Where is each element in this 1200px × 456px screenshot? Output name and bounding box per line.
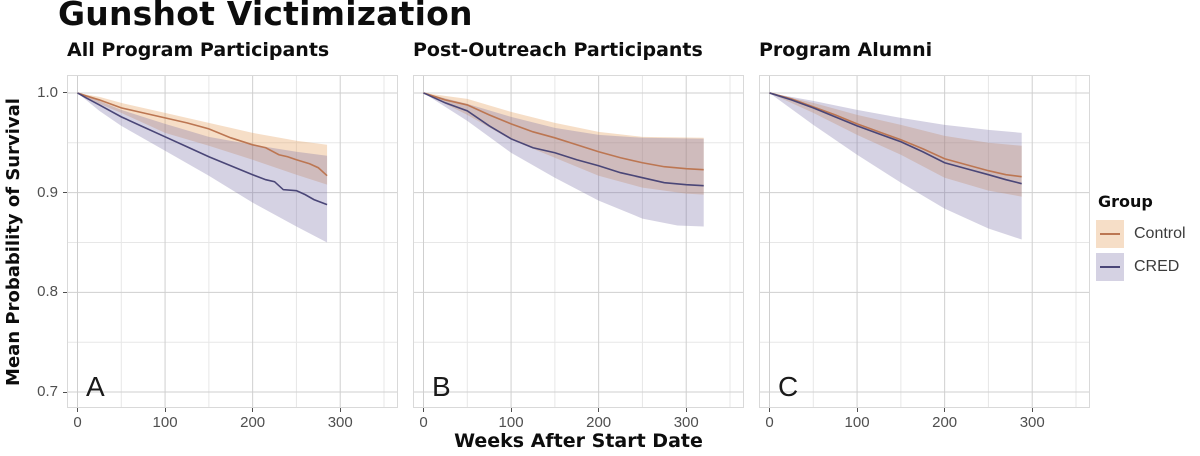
y-tick-mark xyxy=(63,391,67,393)
x-tick-mark xyxy=(423,408,424,412)
y-tick-label: 0.9 xyxy=(37,183,58,201)
x-tick-mark xyxy=(944,408,946,412)
control-swatch xyxy=(1096,220,1124,248)
x-tick-mark xyxy=(252,408,254,412)
x-tick-mark xyxy=(856,408,858,412)
control-key-line xyxy=(1100,233,1120,235)
legend: Group Control CRED xyxy=(1096,192,1186,286)
cred-key-line xyxy=(1100,266,1120,268)
facet-panel-a: A xyxy=(67,75,398,408)
x-tick-mark xyxy=(164,408,166,412)
legend-row-cred: CRED xyxy=(1096,253,1186,281)
x-tick-mark xyxy=(685,408,687,412)
x-tick-label: 200 xyxy=(240,414,266,431)
facet-title-program-alumni: Program Alumni xyxy=(759,39,933,61)
legend-title: Group xyxy=(1098,192,1153,211)
cred-survival-line xyxy=(423,92,704,187)
x-tick-label: 300 xyxy=(327,414,353,431)
x-tick-label: 300 xyxy=(673,414,699,431)
x-tick-label: 100 xyxy=(498,414,524,431)
x-tick-mark xyxy=(769,408,770,412)
cred-swatch xyxy=(1096,253,1124,281)
x-tick-label: 300 xyxy=(1019,414,1045,431)
x-tick-label: 200 xyxy=(932,414,958,431)
control-confidence-band xyxy=(423,92,704,195)
y-tick-label: 1.0 xyxy=(37,83,58,101)
page-title: Gunshot Victimization xyxy=(58,0,473,33)
gridlines xyxy=(759,75,1090,408)
x-tick-mark xyxy=(339,408,341,412)
facet-letter-a: A xyxy=(86,371,105,402)
control-confidence-band xyxy=(77,92,328,185)
x-tick-mark xyxy=(1031,408,1033,412)
cred-survival-line xyxy=(77,92,328,206)
legend-label-cred: CRED xyxy=(1134,258,1180,275)
cred-confidence-band xyxy=(77,92,328,243)
x-tick-label: 0 xyxy=(765,414,774,431)
cred-confidence-band xyxy=(769,92,1022,240)
gridlines xyxy=(413,75,744,408)
y-tick-label: 0.7 xyxy=(37,383,58,401)
x-tick-mark xyxy=(77,408,78,412)
x-tick-label: 100 xyxy=(844,414,870,431)
facet-panel-b: B xyxy=(413,75,744,408)
x-tick-label: 0 xyxy=(419,414,428,431)
x-axis-label: Weeks After Start Date xyxy=(454,430,703,452)
gridlines xyxy=(67,75,398,408)
x-tick-mark xyxy=(510,408,512,412)
x-tick-label: 0 xyxy=(73,414,82,431)
y-tick-mark xyxy=(63,192,67,194)
facet-letter-c: C xyxy=(778,371,798,402)
control-confidence-band xyxy=(769,92,1022,197)
y-axis-label: Mean Probability of Survival xyxy=(3,98,24,386)
facet-title-all-participants: All Program Participants xyxy=(67,39,330,61)
y-tick-mark xyxy=(63,92,67,94)
facet-title-post-outreach: Post-Outreach Participants xyxy=(413,39,703,61)
facet-chart-b: B xyxy=(413,75,744,408)
legend-row-control: Control xyxy=(1096,220,1186,248)
control-survival-line xyxy=(77,92,328,177)
facet-letter-b: B xyxy=(432,371,451,402)
x-tick-label: 200 xyxy=(586,414,612,431)
facet-panel-c: C xyxy=(759,75,1090,408)
cred-confidence-band xyxy=(423,92,704,227)
control-survival-line xyxy=(769,92,1022,178)
legend-label-control: Control xyxy=(1134,225,1186,242)
x-tick-mark xyxy=(598,408,600,412)
facet-chart-a: A xyxy=(67,75,398,408)
cred-survival-line xyxy=(769,92,1022,185)
facet-chart-c: C xyxy=(759,75,1090,408)
control-survival-line xyxy=(423,92,704,171)
y-tick-mark xyxy=(63,291,67,293)
y-tick-label: 0.8 xyxy=(37,283,58,301)
x-tick-label: 100 xyxy=(152,414,178,431)
